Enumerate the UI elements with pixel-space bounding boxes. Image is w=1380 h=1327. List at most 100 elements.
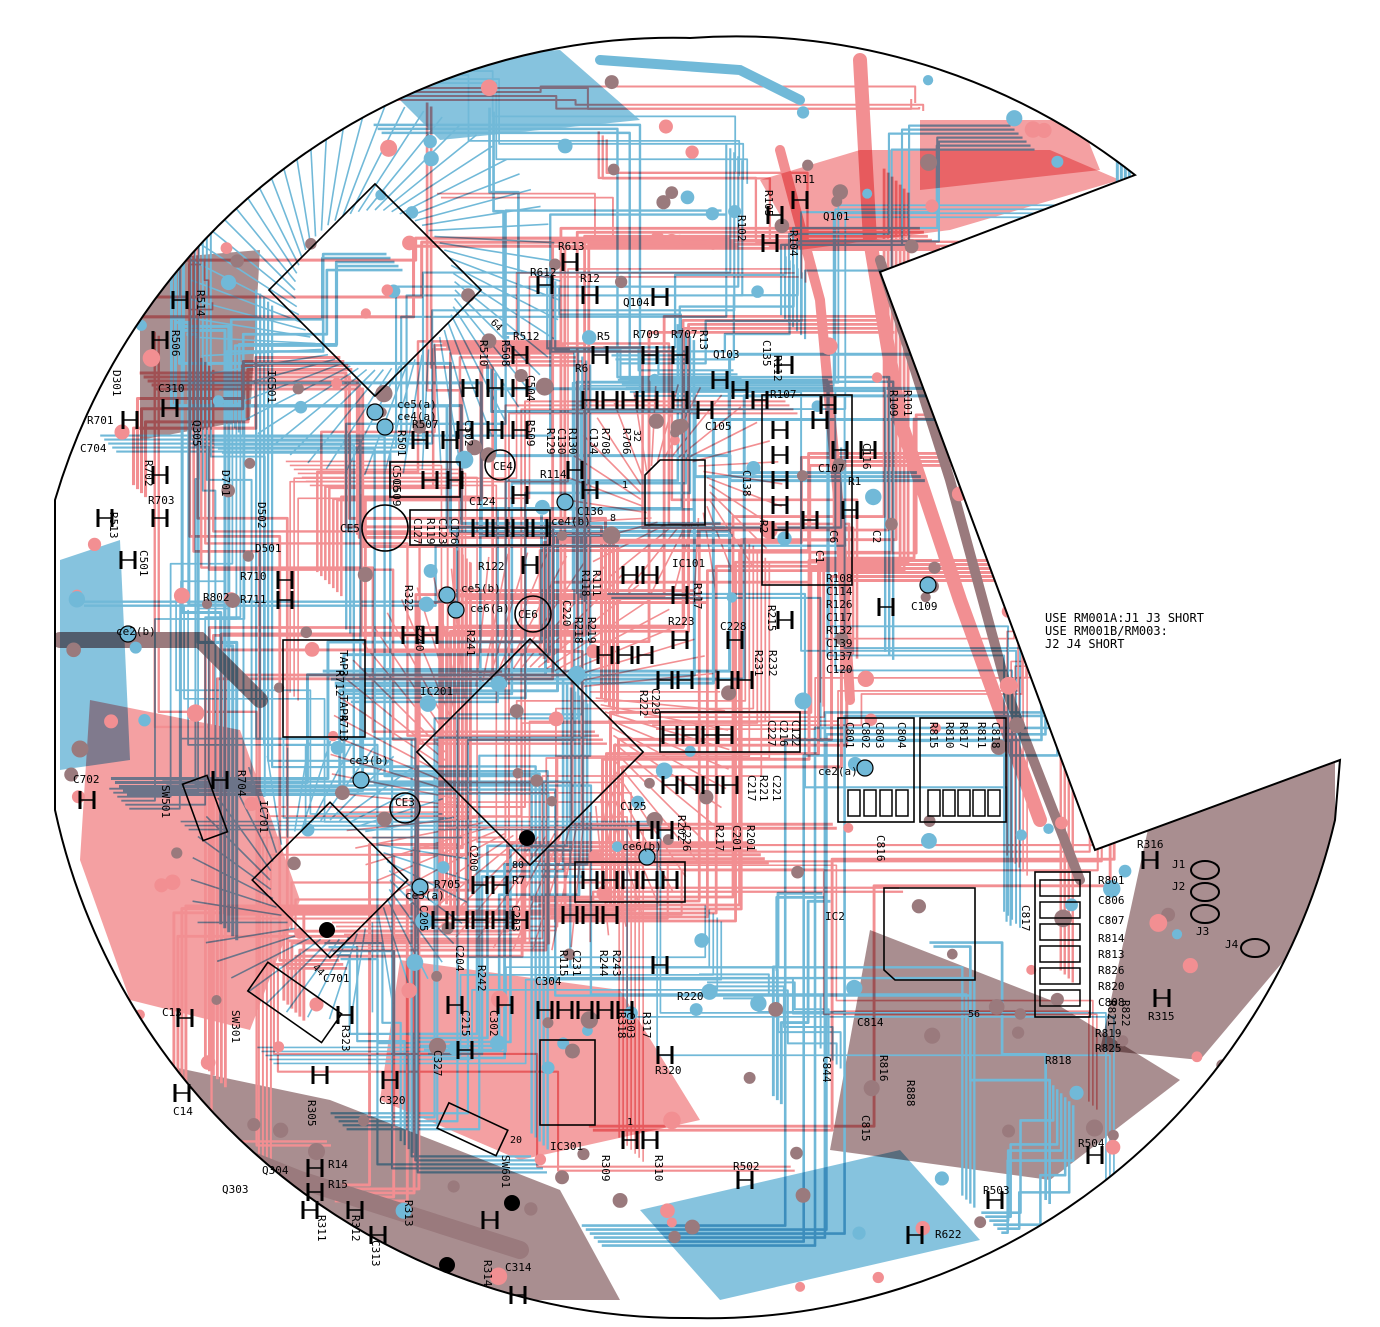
component-label: C126 <box>448 518 461 545</box>
component-label: R111 <box>590 570 603 597</box>
trace <box>656 384 679 462</box>
via <box>1227 247 1238 258</box>
via <box>1006 110 1023 127</box>
trace <box>708 498 754 567</box>
component-mark-3 <box>121 411 139 429</box>
via <box>1240 274 1252 285</box>
component-label: ce5(a) <box>397 398 437 411</box>
smd-pad <box>879 789 893 817</box>
via <box>1157 520 1169 533</box>
component-mark-62 <box>736 671 754 689</box>
component-label: C13 <box>162 1006 182 1019</box>
trace <box>219 242 936 1084</box>
via <box>1196 340 1212 355</box>
copper-pour-9 <box>640 1150 980 1300</box>
pin-number: 56 <box>968 1009 980 1020</box>
component-label: J4 <box>1225 938 1239 951</box>
component-label: R613 <box>558 240 585 253</box>
via <box>524 1202 538 1216</box>
test-point <box>856 759 874 777</box>
trace <box>613 759 698 862</box>
via <box>335 785 350 801</box>
component-label: J2 <box>1172 880 1185 893</box>
component-label: R242 <box>475 965 488 992</box>
via <box>872 1271 884 1284</box>
component-mark-18 <box>511 421 529 439</box>
via <box>791 865 804 879</box>
component-label: C504 <box>524 375 537 402</box>
component-mark-106 <box>176 1009 194 1027</box>
test-point <box>447 601 465 619</box>
via <box>286 1215 301 1230</box>
via <box>357 1115 370 1127</box>
component-label: R105 <box>762 190 775 217</box>
component-label: R217 <box>713 825 726 852</box>
trace <box>617 575 1027 916</box>
power-trace-2 <box>875 255 1085 885</box>
via <box>937 385 950 397</box>
component-label: C818 <box>989 722 1002 749</box>
ic701-outline <box>251 801 409 959</box>
trace <box>294 853 761 1013</box>
component-label: R305 <box>305 1100 318 1127</box>
component-mark-92 <box>536 1001 554 1019</box>
component-label: C501 <box>137 550 150 577</box>
component-label: R711 <box>240 593 267 606</box>
component-mark-118 <box>369 1226 387 1244</box>
component-mark-24 <box>531 519 549 537</box>
via <box>89 1074 106 1091</box>
component-label: R802 <box>203 591 230 604</box>
trace <box>180 597 704 1247</box>
trace <box>671 522 694 600</box>
component-label: ce4(b) <box>551 515 591 528</box>
via <box>100 1051 113 1063</box>
component-label: IC701 <box>257 800 270 833</box>
via <box>948 303 966 321</box>
trace <box>305 480 640 1158</box>
component-mark-95 <box>596 1001 614 1019</box>
via <box>1095 1245 1112 1262</box>
trace <box>608 526 672 578</box>
via <box>1244 97 1259 112</box>
component-mark-103 <box>336 1006 354 1024</box>
via <box>357 567 373 583</box>
component-label: R313 <box>402 1200 415 1227</box>
via <box>1192 206 1205 219</box>
trace <box>189 298 306 331</box>
sw501-outline <box>181 774 229 842</box>
trace <box>363 498 837 830</box>
via <box>911 899 927 914</box>
via <box>307 1142 326 1161</box>
component-mark-22 <box>491 519 509 537</box>
ic101-outline <box>644 459 706 526</box>
trace <box>399 158 507 215</box>
component-label: R818 <box>1045 1054 1072 1067</box>
trace <box>601 135 970 247</box>
via <box>173 587 190 604</box>
trace <box>391 145 493 213</box>
via <box>1009 717 1025 734</box>
via <box>924 1027 941 1044</box>
trace <box>571 517 652 524</box>
component-label: R513 <box>107 512 120 539</box>
component-mark-82 <box>451 911 469 929</box>
via <box>1030 580 1042 591</box>
via <box>974 1216 987 1229</box>
via <box>706 235 720 250</box>
ic2-outline <box>883 887 976 981</box>
trace <box>424 695 581 1052</box>
component-mark-98 <box>456 1041 474 1059</box>
component-label: R215 <box>765 605 778 632</box>
component-mark-89 <box>581 906 599 924</box>
component-mark-23 <box>511 519 529 537</box>
via <box>743 1071 756 1084</box>
trace <box>328 946 406 1146</box>
component-mark-90 <box>601 906 619 924</box>
component-label: R104 <box>787 230 800 257</box>
trace <box>386 612 450 728</box>
component-label: Q303 <box>222 1183 249 1196</box>
component-label: R502 <box>733 1160 760 1173</box>
via <box>75 1018 86 1029</box>
trace <box>383 359 416 476</box>
component-mark-64 <box>661 726 679 744</box>
